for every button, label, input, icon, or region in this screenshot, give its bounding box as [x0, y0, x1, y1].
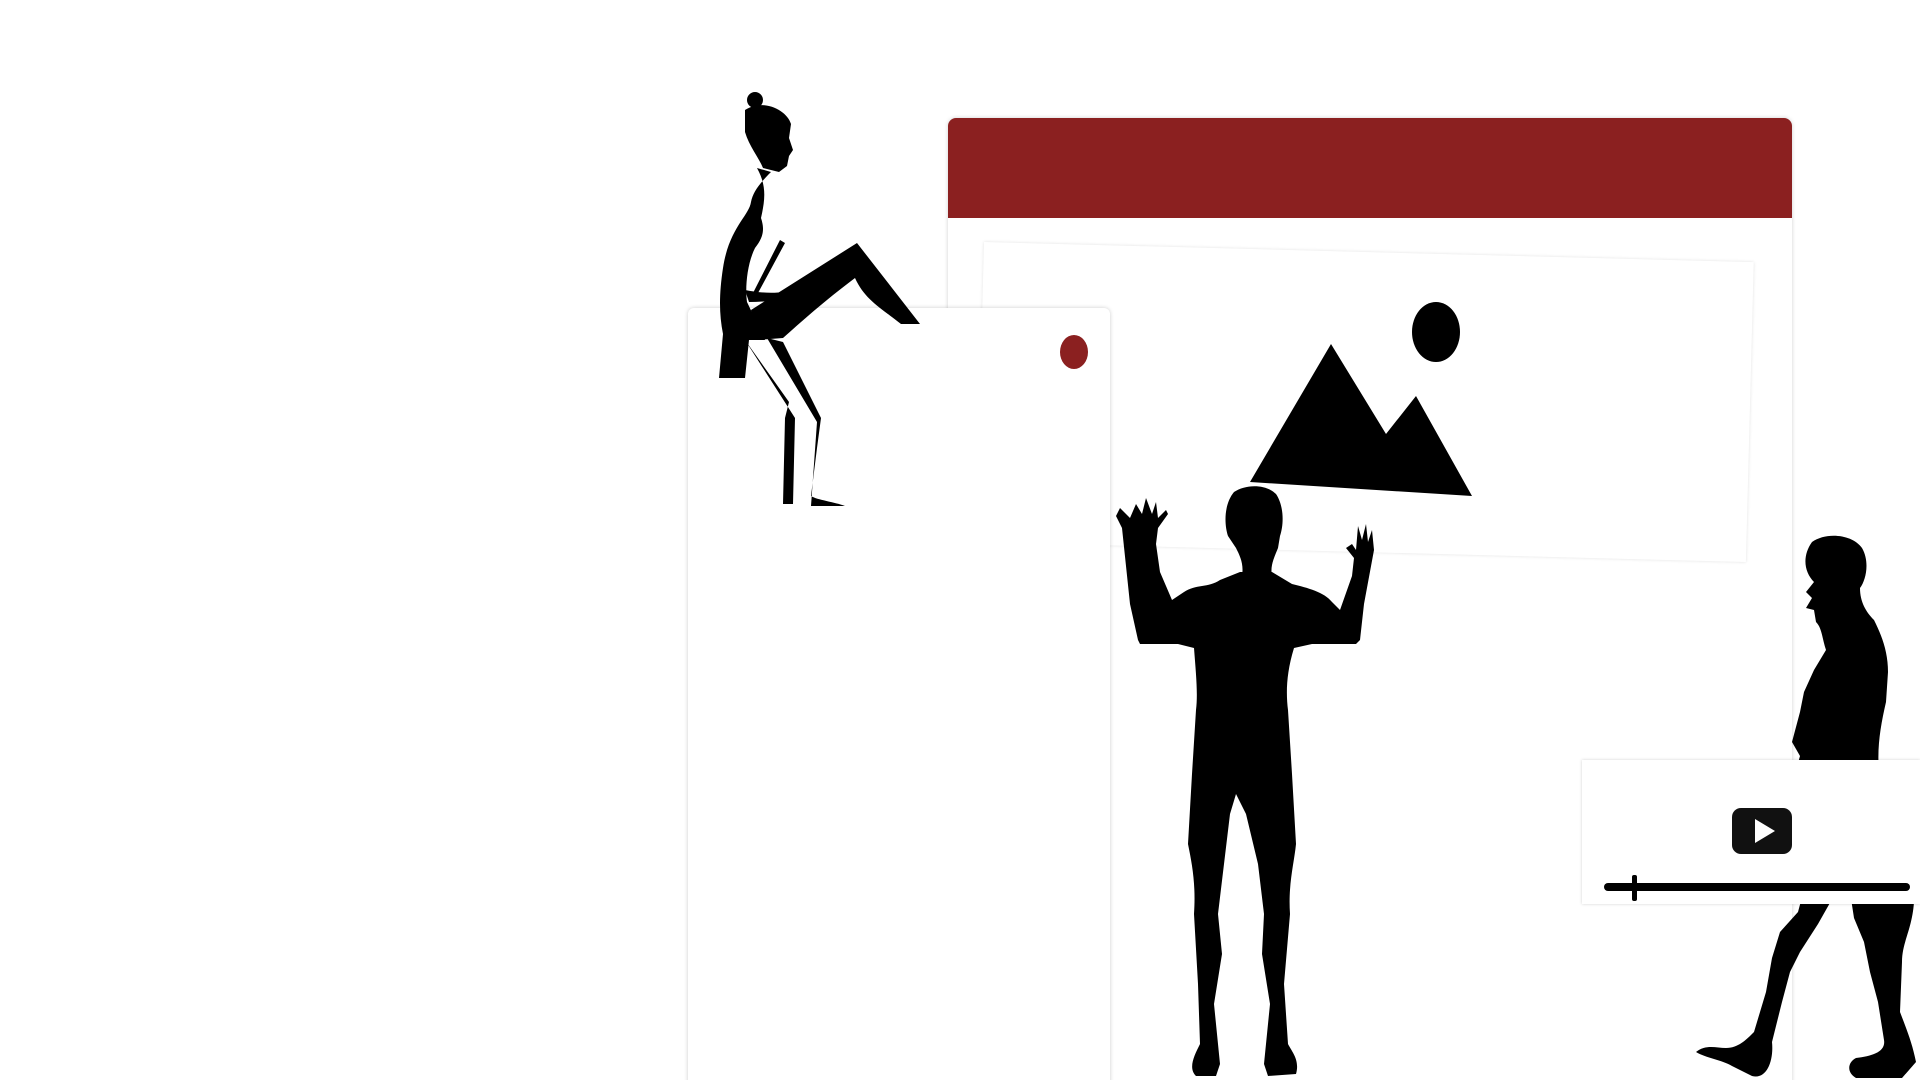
progress-thumb[interactable] [1631, 875, 1637, 901]
image-icon [1250, 302, 1472, 496]
window-titlebar [948, 118, 1792, 218]
play-button[interactable] [1732, 808, 1792, 854]
red-dot-icon [1060, 335, 1088, 369]
video-progress-bar[interactable] [1604, 875, 1910, 901]
phone-card [688, 308, 1110, 1080]
video-player-card [1582, 760, 1920, 904]
play-icon [1755, 819, 1775, 843]
